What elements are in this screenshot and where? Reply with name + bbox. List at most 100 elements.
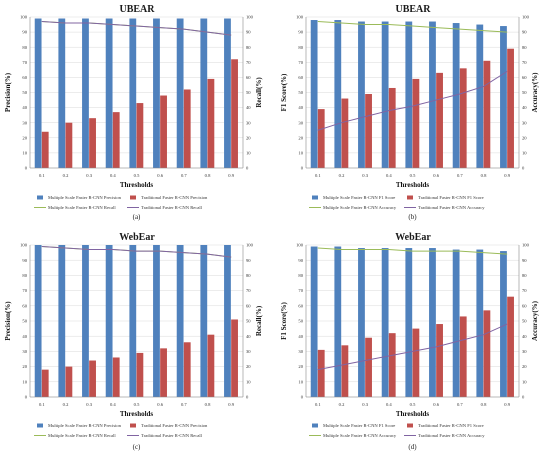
x-tick-label: 0.3 [362, 402, 368, 407]
y2-tick-label: 10 [246, 379, 251, 384]
x-tick-label: 0.1 [39, 402, 45, 407]
y-tick-label: 80 [298, 273, 303, 278]
y-tick-label: 40 [298, 105, 303, 110]
x-tick-label: 0.7 [457, 402, 463, 407]
x-tick-label: 0.5 [410, 173, 416, 178]
legend-label: Traditional Faster R-CNN Precision [141, 195, 208, 200]
y2-tick-label: 30 [522, 120, 527, 125]
bar-2 [341, 98, 349, 168]
y-tick-label: 40 [22, 105, 27, 110]
y-tick-label: 50 [298, 319, 303, 324]
bar-1 [429, 248, 436, 397]
y2-tick-label: 20 [522, 364, 527, 369]
y-tick-label: 50 [298, 90, 303, 95]
y2-tick-label: 90 [246, 30, 251, 35]
y2-tick-label: 20 [246, 135, 251, 140]
series-line-1 [317, 21, 508, 33]
y2-tick-label: 50 [246, 319, 251, 324]
legend-swatch [37, 195, 43, 200]
chart-panel-2: UBEAR 0 0 10 10 20 20 30 30 40 40 50 50 60 60 70 70 80 80 9… [280, 4, 539, 221]
y2-tick-label: 100 [246, 15, 254, 20]
bar-1 [452, 23, 460, 169]
x-tick-label: 0.7 [457, 173, 463, 178]
y-tick-label: 20 [298, 364, 303, 369]
bar-1 [153, 245, 160, 397]
y2-tick-label: 70 [246, 60, 251, 65]
bar-1 [34, 245, 42, 397]
legend-swatch [407, 423, 413, 428]
bar-2 [365, 94, 372, 168]
bar-1 [310, 246, 318, 397]
y2-tick-label: 30 [246, 120, 251, 125]
series-line-2 [41, 246, 232, 258]
x-tick-label: 0.9 [504, 402, 510, 407]
bar-2 [388, 333, 396, 397]
y-tick-label: 100 [20, 15, 28, 20]
y2-tick-label: 80 [522, 273, 527, 278]
x-tick-label: 0.6 [433, 402, 439, 407]
y2-tick-label: 100 [522, 243, 530, 248]
y-tick-label: 90 [298, 258, 303, 263]
chart-panel-3: WebEar 0 0 10 10 20 20 30 30 40 40 50 50 60 60 70 70 80 80… [4, 232, 263, 451]
x-axis-label: Thresholds [120, 410, 154, 418]
legend-label: Multiple Scale Faster R-CNN F1 Score [323, 423, 395, 428]
y2-tick-label: 0 [522, 166, 525, 171]
bar-1 [405, 248, 413, 397]
chart-title: UBEAR [395, 4, 431, 15]
y-tick-label: 0 [301, 395, 304, 400]
x-tick-label: 0.8 [205, 402, 211, 407]
bar-1 [476, 24, 484, 168]
panel-caption: (b) [408, 213, 417, 221]
bar-1 [200, 18, 208, 169]
legend-label: Traditional Faster R-CNN Accuracy [418, 205, 485, 210]
chart-panel-4: WebEar 0 0 10 10 20 20 30 30 40 40 50 50 60 60 70 70 80 80… [280, 232, 539, 451]
bar-1 [34, 18, 42, 169]
x-tick-label: 0.8 [481, 173, 487, 178]
bar-2 [136, 103, 144, 168]
bar-2 [112, 112, 120, 168]
x-tick-label: 0.9 [504, 173, 510, 178]
bar-1 [429, 21, 436, 169]
legend-label: Traditional Faster R-CNN Accuracy [418, 433, 485, 438]
legend-swatch [312, 423, 318, 428]
bar-2 [89, 118, 96, 168]
x-tick-label: 0.8 [205, 173, 211, 178]
y-tick-label: 0 [25, 395, 28, 400]
y2-tick-label: 0 [246, 395, 249, 400]
panel-caption: (c) [133, 443, 141, 451]
panel-caption: (a) [133, 213, 141, 221]
y-tick-label: 10 [22, 151, 27, 156]
y-tick-label: 10 [298, 151, 303, 156]
y-tick-label: 70 [22, 288, 27, 293]
legend-label: Traditional Faster R-CNN Precision [141, 423, 208, 428]
y2-tick-label: 70 [522, 288, 527, 293]
y2-tick-label: 20 [246, 364, 251, 369]
legend-label: Traditional Faster R-CNN Recall [141, 433, 203, 438]
y-tick-label: 30 [22, 349, 27, 354]
bar-2 [136, 352, 144, 397]
bar-1 [224, 245, 231, 397]
y-tick-label: 100 [296, 243, 304, 248]
bar-2 [160, 348, 167, 397]
x-tick-label: 0.9 [228, 173, 234, 178]
x-tick-label: 0.4 [386, 402, 392, 407]
y-axis-label: Precision(%) [4, 72, 12, 112]
legend-label: Multiple Scale Faster R-CNN Recall [48, 205, 116, 210]
y-tick-label: 90 [298, 30, 303, 35]
bar-2 [183, 342, 191, 397]
y2-tick-label: 70 [522, 60, 527, 65]
y-tick-label: 100 [296, 15, 304, 20]
x-tick-label: 0.6 [433, 173, 439, 178]
x-tick-label: 0.8 [481, 402, 487, 407]
chart-title: WebEar [395, 232, 431, 243]
y2-tick-label: 10 [246, 151, 251, 156]
x-tick-label: 0.1 [315, 173, 321, 178]
y-tick-label: 30 [298, 349, 303, 354]
y-tick-label: 0 [301, 166, 304, 171]
y2-tick-label: 100 [246, 243, 254, 248]
y2-tick-label: 90 [522, 258, 527, 263]
x-axis-label: Thresholds [120, 181, 154, 189]
y2-tick-label: 20 [522, 135, 527, 140]
bar-2 [231, 59, 238, 168]
